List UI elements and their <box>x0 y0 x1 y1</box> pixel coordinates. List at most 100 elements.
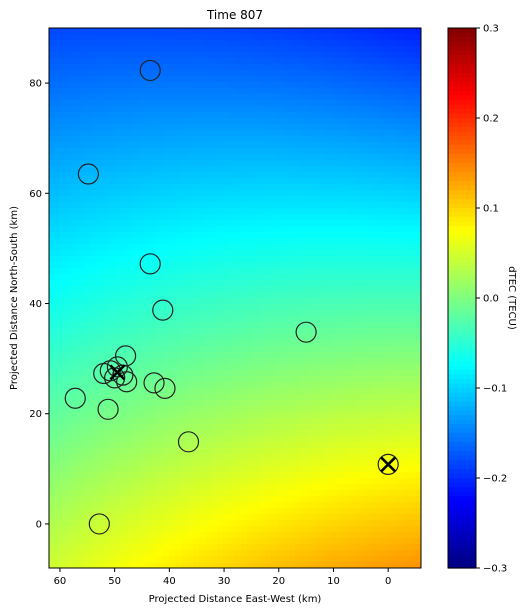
heatmap-cell <box>265 454 272 461</box>
heatmap-cell <box>295 28 302 35</box>
heatmap-cell <box>115 412 122 419</box>
heatmap-cell <box>181 244 188 251</box>
heatmap-cell <box>127 562 134 568</box>
heatmap-cell <box>283 400 290 407</box>
heatmap-cell <box>229 436 236 443</box>
heatmap-cell <box>223 262 230 269</box>
heatmap-cell <box>103 208 110 215</box>
heatmap-cell <box>301 544 308 551</box>
heatmap-cell <box>367 58 374 65</box>
heatmap-cell <box>265 358 272 365</box>
heatmap-cell <box>259 58 266 65</box>
heatmap-cell <box>193 64 200 71</box>
heatmap-cell <box>361 478 368 485</box>
heatmap-cell <box>187 364 194 371</box>
heatmap-cell <box>103 412 110 419</box>
heatmap-cell <box>169 100 176 107</box>
heatmap-cell <box>343 310 350 317</box>
heatmap-cell <box>169 454 176 461</box>
heatmap-cell <box>61 472 68 479</box>
heatmap-cell <box>127 64 134 71</box>
heatmap-cell <box>247 322 254 329</box>
heatmap-cell <box>49 520 56 527</box>
heatmap-cell <box>121 28 128 35</box>
heatmap-cell <box>373 148 380 155</box>
heatmap-cell <box>133 52 140 59</box>
heatmap-cell <box>325 316 332 323</box>
heatmap-cell <box>259 364 266 371</box>
heatmap-cell <box>271 142 278 149</box>
heatmap-cell <box>283 202 290 209</box>
heatmap-cell <box>283 196 290 203</box>
heatmap-cell <box>67 238 74 245</box>
heatmap-cell <box>217 460 224 467</box>
heatmap-cell <box>187 46 194 53</box>
heatmap-cell <box>373 184 380 191</box>
heatmap-cell <box>325 262 332 269</box>
heatmap-cell <box>295 340 302 347</box>
heatmap-cell <box>139 364 146 371</box>
heatmap-cell <box>187 172 194 179</box>
heatmap-cell <box>103 442 110 449</box>
heatmap-cell <box>307 388 314 395</box>
heatmap-cell <box>247 340 254 347</box>
heatmap-cell <box>265 268 272 275</box>
heatmap-cell <box>355 70 362 77</box>
heatmap-cell <box>199 346 206 353</box>
heatmap-cell <box>181 442 188 449</box>
heatmap-cell <box>211 286 218 293</box>
heatmap-cell <box>283 562 290 568</box>
heatmap-cell <box>355 358 362 365</box>
heatmap-cell <box>67 214 74 221</box>
heatmap-cell <box>67 514 74 521</box>
heatmap-cell <box>277 298 284 305</box>
heatmap-cell <box>181 208 188 215</box>
heatmap-cell <box>109 496 116 503</box>
heatmap-cell <box>199 112 206 119</box>
heatmap-cell <box>307 304 314 311</box>
heatmap-cell <box>283 394 290 401</box>
heatmap-cell <box>313 106 320 113</box>
heatmap-cell <box>337 376 344 383</box>
heatmap-cell <box>91 226 98 233</box>
heatmap-cell <box>373 334 380 341</box>
heatmap-cell <box>121 112 128 119</box>
heatmap-cell <box>193 46 200 53</box>
heatmap-cell <box>241 442 248 449</box>
heatmap-cell <box>229 514 236 521</box>
heatmap-cell <box>355 472 362 479</box>
heatmap-cell <box>157 226 164 233</box>
heatmap-cell <box>307 298 314 305</box>
heatmap-cell <box>127 28 134 35</box>
heatmap-cell <box>85 148 92 155</box>
heatmap-cell <box>313 454 320 461</box>
heatmap-cell <box>187 196 194 203</box>
heatmap-cell <box>127 412 134 419</box>
heatmap-cell <box>175 214 182 221</box>
heatmap-cell <box>133 142 140 149</box>
heatmap-cell <box>247 436 254 443</box>
heatmap-cell <box>241 334 248 341</box>
heatmap-cell <box>319 196 326 203</box>
heatmap-cell <box>103 346 110 353</box>
heatmap-cell <box>133 130 140 137</box>
heatmap-cell <box>247 220 254 227</box>
heatmap-cell <box>181 136 188 143</box>
heatmap-cell <box>145 160 152 167</box>
heatmap-cell <box>271 184 278 191</box>
heatmap-cell <box>157 502 164 509</box>
heatmap-cell <box>67 298 74 305</box>
heatmap-cell <box>343 388 350 395</box>
heatmap-cell <box>151 376 158 383</box>
heatmap-cell <box>97 520 104 527</box>
heatmap-cell <box>325 202 332 209</box>
heatmap-cell <box>277 484 284 491</box>
heatmap-cell <box>61 130 68 137</box>
heatmap-cell <box>217 550 224 557</box>
heatmap-cell <box>373 274 380 281</box>
heatmap-cell <box>49 256 56 263</box>
heatmap-cell <box>121 220 128 227</box>
heatmap-cell <box>211 304 218 311</box>
heatmap-cell <box>337 118 344 125</box>
heatmap-cell <box>205 214 212 221</box>
